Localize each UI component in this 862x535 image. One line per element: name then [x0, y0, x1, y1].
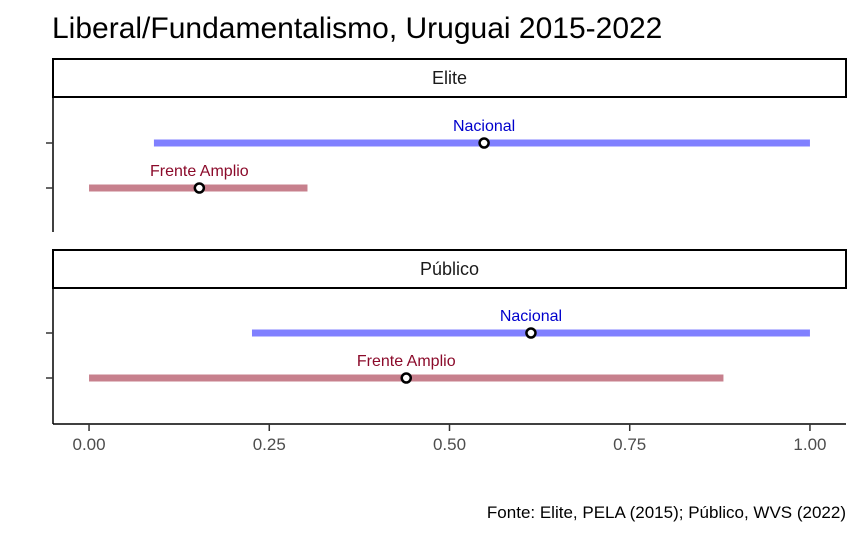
point-publico-nacional	[525, 327, 537, 339]
x-tick-label-1: 0.25	[253, 435, 286, 454]
party-label-publico-frente-amplio: Frente Amplio	[357, 353, 456, 370]
point-elite-nacional	[478, 137, 490, 149]
x-axis: 0.00 0.25 0.50 0.75 1.00	[53, 423, 846, 454]
party-label-publico-nacional: Nacional	[500, 308, 562, 325]
x-tick-label-0: 0.00	[72, 435, 105, 454]
panel-strip-elite	[52, 58, 847, 98]
panel-strip-label-publico: Público	[420, 259, 479, 279]
x-tick-label-4: 1.00	[793, 435, 826, 454]
panel-publico: Público Nacional Frente Amplio	[46, 249, 847, 424]
chart-title: Liberal/Fundamentalismo, Uruguai 2015-20…	[52, 12, 662, 45]
panel-strip-label-elite: Elite	[432, 68, 467, 88]
point-elite-frente-amplio	[193, 182, 206, 194]
chart-caption: Fonte: Elite, PELA (2015); Público, WVS …	[487, 503, 846, 522]
panel-elite: Elite Nacional Frente Amplio	[46, 58, 847, 232]
party-label-elite-frente-amplio: Frente Amplio	[150, 163, 249, 180]
x-tick-label-2: 0.50	[433, 435, 466, 454]
party-label-elite-nacional: Nacional	[453, 118, 515, 135]
panel-strip-publico	[52, 249, 847, 289]
point-publico-frente-amplio	[400, 372, 412, 384]
x-tick-label-3: 0.75	[613, 435, 646, 454]
